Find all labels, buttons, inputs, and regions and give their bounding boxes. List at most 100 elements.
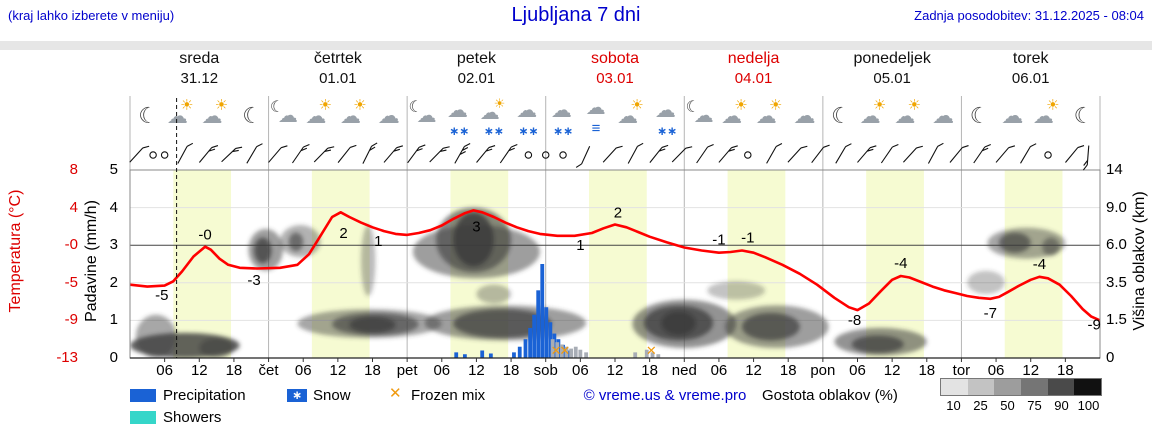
glyph: ☁ xyxy=(894,105,916,128)
temperature-tick: -13 xyxy=(56,349,78,366)
frozen-mix-x-icon: ✕ xyxy=(389,385,402,402)
sun-cloud-icon: ☀ ☁ xyxy=(858,97,892,143)
showers-swatch-icon xyxy=(130,411,156,424)
glyph: ∗∗ xyxy=(553,124,574,138)
glyph: ☁ xyxy=(340,105,362,128)
temperature-line xyxy=(130,209,1100,322)
cloud-density-scale-labels: 10 25 50 75 90 100 xyxy=(940,398,1102,413)
snow-legend-label: Snow xyxy=(313,387,351,404)
svg-text:✕: ✕ xyxy=(559,343,570,358)
temperature-tick: -0 xyxy=(64,236,78,254)
density-scale-label: 10 xyxy=(946,398,961,413)
glyph: ☾ xyxy=(138,103,159,128)
precipitation-axis-label: Padavine (mm/h) xyxy=(83,200,100,322)
cloud-height-tick: 3.5 xyxy=(1106,273,1127,291)
day-date: 31.12 xyxy=(180,70,219,87)
hour-label: 06 xyxy=(849,362,866,379)
day-date: 01.01 xyxy=(319,70,357,87)
sun-cloud-icon: ☀ ☁ xyxy=(200,97,234,143)
cloud-icon: ☁ xyxy=(927,97,961,143)
day-name: petek xyxy=(456,50,496,67)
glyph: ☀ xyxy=(353,97,367,114)
svg-text:-9: -9 xyxy=(1088,317,1101,334)
snow-cloud-icon: ☁ ∗∗ xyxy=(650,97,684,143)
svg-text:-7: -7 xyxy=(984,305,997,322)
precipitation-tick: 3 xyxy=(109,236,118,254)
density-scale-label: 50 xyxy=(1000,398,1015,413)
frozen-mix-legend-label: Frozen mix xyxy=(411,387,486,404)
day-name: nedelja xyxy=(727,50,780,67)
cloud-density-scale xyxy=(940,378,1102,396)
glyph: ≡ xyxy=(591,120,601,137)
svg-text:-8: -8 xyxy=(848,312,861,329)
glyph: ☾ xyxy=(242,103,262,128)
svg-text:-4: -4 xyxy=(1033,256,1046,273)
cloud-height-axis-label: Višina oblakov (km) xyxy=(1131,191,1148,331)
day-abbrev-label: pon xyxy=(810,362,836,379)
hour-label: 06 xyxy=(572,362,589,379)
glyph: ☁ xyxy=(585,97,606,119)
page-title: Ljubljana 7 dni xyxy=(511,4,641,26)
cloud-icon: ☁ xyxy=(996,97,1030,143)
glyph: ☁ xyxy=(617,105,639,128)
hour-label: 12 xyxy=(468,362,485,379)
snow-cloud-icon: ☁ ∗∗ xyxy=(442,97,476,143)
hour-label: 12 xyxy=(883,362,901,379)
snow-cloud-icon: ☁ ∗∗ xyxy=(511,97,545,143)
svg-text:-0: -0 xyxy=(198,227,211,244)
glyph: ☁ xyxy=(201,105,223,128)
hour-label: 18 xyxy=(225,362,243,379)
glyph: ☾ xyxy=(685,99,700,116)
glyph: ☁ xyxy=(793,103,816,128)
glyph: ☁ xyxy=(516,99,538,122)
moon-icon: ☾ xyxy=(1066,97,1100,143)
glyph: ☁ xyxy=(755,105,777,128)
hour-label: 12 xyxy=(745,362,762,379)
temperature-tick: -5 xyxy=(64,273,78,291)
density-scale-cell xyxy=(941,379,968,395)
hour-label: 12 xyxy=(606,362,624,379)
copyright-link[interactable]: © vreme.us & vreme.pro xyxy=(583,387,747,404)
glyph: ☾ xyxy=(269,99,285,116)
density-scale-cell xyxy=(1074,379,1102,395)
glyph: ☁ xyxy=(447,99,469,122)
glyph: ☁ xyxy=(277,105,298,127)
day-name: sreda xyxy=(179,50,220,67)
day-date: 03.01 xyxy=(596,70,634,87)
precipitation-bars xyxy=(454,264,661,358)
temperature-tick: 4 xyxy=(69,198,78,216)
glyph: ☀ xyxy=(630,97,644,114)
glyph: ☀ xyxy=(734,97,748,114)
glyph: ☁ xyxy=(377,103,400,128)
day-abbrev-label: čet xyxy=(258,362,279,379)
hour-label: 06 xyxy=(710,362,728,379)
svg-text:1: 1 xyxy=(576,237,584,254)
cloud-height-tick: 1.5 xyxy=(1106,311,1127,329)
glyph: ☀ xyxy=(768,97,783,114)
fog-cloud-icon: ☁ ≡ xyxy=(581,97,615,143)
glyph: ☁ xyxy=(166,105,188,128)
sun-cloud-icon: ☀ ☁ xyxy=(165,97,199,143)
day-date: 06.01 xyxy=(1011,70,1050,87)
density-scale-label: 25 xyxy=(973,398,988,413)
glyph: ☀ xyxy=(318,97,332,114)
density-scale-cell xyxy=(967,379,995,395)
time-tick-marks xyxy=(164,358,1066,362)
svg-text:2: 2 xyxy=(614,205,622,222)
density-scale-cell xyxy=(1021,379,1048,395)
glyph: ☁ xyxy=(932,103,955,128)
hour-label: 18 xyxy=(1057,362,1074,379)
day-abbrev-label: pet xyxy=(396,362,418,379)
glyph: ☁ xyxy=(1033,105,1054,128)
hour-label: 18 xyxy=(641,362,658,379)
hour-label: 18 xyxy=(779,362,797,379)
density-scale-cell xyxy=(994,379,1022,395)
precipitation-tick: 4 xyxy=(109,198,118,216)
glyph: ☁ xyxy=(305,105,327,128)
wind-barbs xyxy=(129,142,1090,171)
header-divider xyxy=(0,41,1152,50)
svg-text:-3: -3 xyxy=(247,272,260,289)
temperature-tick: -9 xyxy=(64,311,78,329)
cloud-icon: ☁ xyxy=(373,97,407,143)
